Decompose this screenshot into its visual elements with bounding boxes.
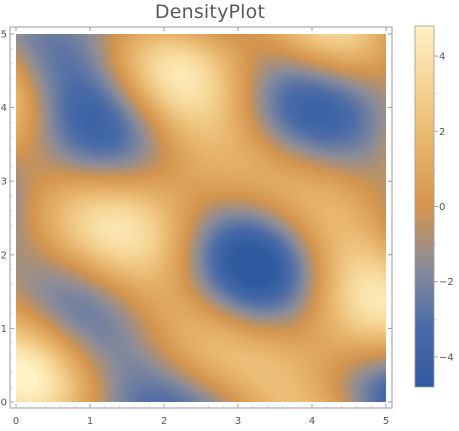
colorbar-axis: 4 2 0 −2 −4 — [434, 52, 454, 363]
colorbar-tick-label: 0 — [439, 202, 445, 213]
x-tick-label: 4 — [309, 416, 315, 427]
x-axis: 0 1 2 3 4 5 — [13, 27, 389, 427]
density-field — [16, 34, 386, 402]
y-axis: 0 1 2 3 4 5 — [1, 30, 392, 409]
x-tick-label: 3 — [235, 416, 241, 427]
y-tick-label: 4 — [1, 103, 7, 114]
colorbar-tick-label: 4 — [439, 52, 445, 63]
colorbar-tick-label: −2 — [439, 277, 454, 288]
colorbar-tick-label: 2 — [439, 127, 445, 138]
colorbar-tick-label: −4 — [439, 352, 454, 363]
x-tick-label: 5 — [383, 416, 389, 427]
chart-title: DensityPlot — [154, 1, 266, 23]
x-tick-label: 2 — [161, 416, 167, 427]
x-tick-label: 1 — [87, 416, 93, 427]
y-tick-label: 0 — [1, 398, 7, 409]
y-tick-label: 3 — [1, 177, 7, 188]
colorbar — [414, 25, 435, 388]
y-tick-label: 5 — [1, 30, 7, 41]
plot-frame — [9, 26, 393, 409]
y-tick-label: 1 — [1, 324, 7, 335]
y-tick-label: 2 — [1, 250, 7, 261]
x-tick-label: 0 — [13, 416, 19, 427]
